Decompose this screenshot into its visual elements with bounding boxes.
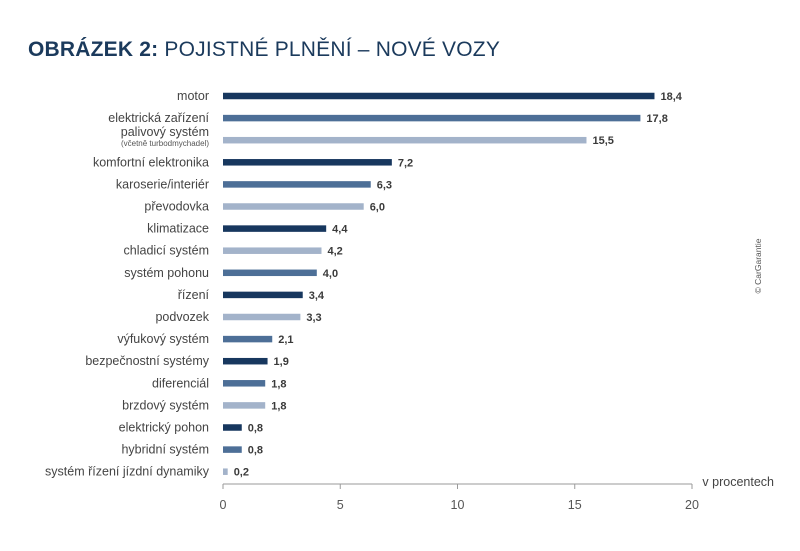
bar-10 — [223, 313, 301, 321]
bar-6 — [223, 225, 327, 232]
value-label-13: 1,8 — [271, 378, 286, 390]
value-label-1: 17,8 — [646, 113, 667, 125]
category-label-15: elektrický pohon — [119, 421, 209, 435]
value-label-4: 6,3 — [377, 179, 392, 191]
category-label-11: výfukový systém — [117, 332, 209, 346]
value-labels-group: 18,4 17,8 15,5 7,2 6,3 6,0 4,4 4,2 4,0 3,4 3,3 2,1 1… — [234, 91, 683, 479]
bar-14 — [223, 402, 266, 409]
category-note-2: (včetně turbodmychadel) — [121, 139, 209, 148]
category-label-1: elektrická zařízení — [108, 111, 209, 125]
x-tick-label-0: 0 — [220, 498, 227, 512]
value-label-17: 0,2 — [234, 467, 249, 479]
bar-1 — [223, 114, 641, 122]
value-label-15: 0,8 — [248, 423, 263, 435]
bar-8 — [223, 269, 317, 277]
value-label-3: 7,2 — [398, 157, 413, 169]
value-label-6: 4,4 — [332, 224, 348, 236]
value-label-16: 0,8 — [248, 445, 263, 457]
bar-2 — [223, 136, 587, 144]
category-label-10: podvozek — [155, 310, 209, 324]
category-label-9: řízení — [178, 288, 210, 302]
chart-title-text: POJISTNÉ PLNĚNÍ – NOVÉ VOZY — [158, 38, 501, 61]
value-label-11: 2,1 — [278, 334, 293, 346]
category-label-14: brzdový systém — [122, 398, 209, 412]
bar-12 — [223, 357, 268, 365]
bar-13 — [223, 380, 266, 387]
bar-11 — [223, 335, 273, 343]
category-label-12: bezpečnostní systémy — [85, 354, 209, 368]
chart-title: OBRÁZEK 2: POJISTNÉ PLNĚNÍ – NOVÉ VOZY — [28, 38, 500, 62]
bar-15 — [223, 424, 242, 431]
x-axis-ticks-group: 0 5 10 15 20 — [220, 484, 699, 512]
chart-title-prefix: OBRÁZEK 2: — [28, 38, 159, 61]
x-tick-label-1: 5 — [337, 498, 344, 512]
bar-3 — [223, 159, 392, 166]
value-label-0: 18,4 — [660, 91, 682, 103]
bar-4 — [223, 181, 371, 188]
bar-7 — [223, 247, 322, 254]
category-label-0: motor — [177, 89, 209, 103]
value-label-10: 3,3 — [306, 312, 321, 324]
value-label-12: 1,9 — [274, 356, 289, 368]
x-axis-unit-label: v procentech — [702, 475, 774, 489]
x-tick-label-2: 10 — [451, 498, 465, 512]
category-label-2: palivový systém — [121, 125, 209, 139]
value-label-14: 1,8 — [271, 400, 286, 412]
x-tick-label-3: 15 — [568, 498, 582, 512]
bar-5 — [223, 203, 364, 210]
category-label-8: systém pohonu — [124, 266, 209, 280]
category-label-6: klimatizace — [147, 222, 209, 236]
bar-17 — [223, 468, 228, 475]
category-label-3: komfortní elektronika — [93, 155, 209, 169]
value-label-5: 6,0 — [370, 202, 385, 214]
bar-16 — [223, 446, 242, 453]
x-tick-label-4: 20 — [685, 498, 699, 512]
category-label-13: diferenciál — [152, 376, 209, 390]
bars-group — [223, 92, 655, 475]
category-label-7: chladicí systém — [124, 244, 209, 258]
bar-0 — [223, 92, 655, 100]
category-label-16: hybridní systém — [121, 443, 209, 457]
value-label-7: 4,2 — [327, 246, 342, 258]
bar-9 — [223, 291, 303, 299]
category-label-4: karoserie/interiér — [116, 177, 209, 191]
category-label-5: převodovka — [144, 200, 209, 214]
copyright-label: © CarGarantie — [753, 238, 763, 293]
value-label-9: 3,4 — [309, 290, 325, 302]
category-label-17: systém řízení jízdní dynamiky — [45, 465, 210, 479]
value-label-8: 4,0 — [323, 268, 338, 280]
value-label-2: 15,5 — [592, 135, 613, 147]
